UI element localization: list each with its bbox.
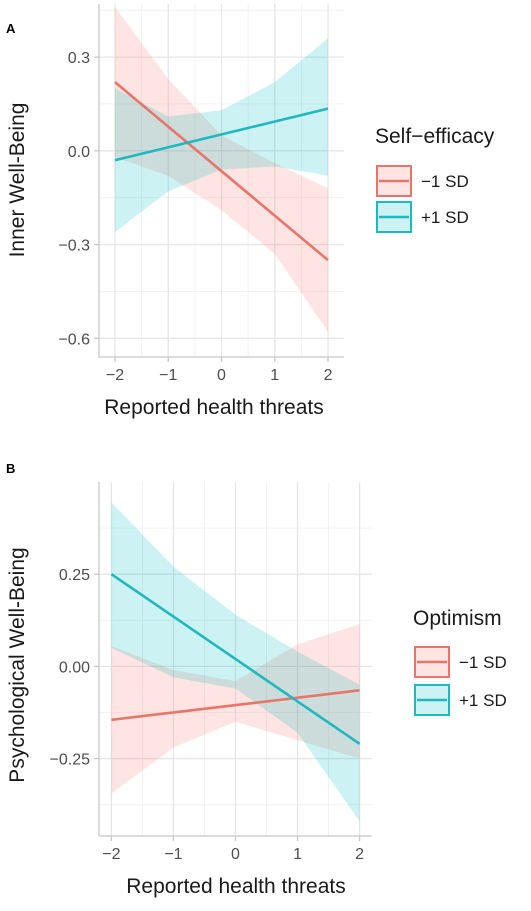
panel-a-letter: A — [6, 21, 16, 36]
x-tick-label: 2 — [324, 367, 333, 384]
y-axis-title: Psychological Well-Being — [6, 547, 29, 782]
legend-title: Self−efficacy — [375, 125, 495, 148]
y-axis-title: Inner Well-Being — [6, 103, 29, 258]
x-axis-title: Reported health threats — [126, 875, 345, 898]
x-tick-label: 1 — [270, 367, 279, 384]
y-tick-label: −0.3 — [58, 238, 90, 255]
line-series-1 — [114, 81, 329, 262]
legend-title: Optimism — [413, 607, 502, 630]
x-tick-label: −2 — [102, 846, 120, 863]
y-tick-label: 0.3 — [68, 50, 90, 67]
y-tick-label: −0.6 — [58, 331, 90, 348]
x-tick-label: 0 — [217, 367, 226, 384]
y-tick-label: 0.25 — [59, 567, 90, 584]
line-series-2 — [110, 573, 361, 745]
ci-band-series-1 — [111, 624, 360, 794]
ci-band-series-2 — [111, 502, 360, 822]
grid — [99, 4, 344, 357]
legend-label: +1 SD — [459, 691, 507, 710]
x-tick-label: −2 — [106, 367, 124, 384]
panel-b: B −2 −1 0 1 2 0.25 0.00 −0.25 Reported health th… — [6, 461, 507, 898]
x-tick-label: −1 — [164, 846, 182, 863]
legend: Optimism −1 SD +1 SD — [413, 607, 507, 716]
y-tick-label: −0.25 — [50, 752, 91, 769]
x-tick-label: 2 — [355, 846, 364, 863]
legend-label: −1 SD — [421, 172, 469, 191]
panel-a: A −2 −1 0 1 2 0.3 0.0 −0.3 −0.6 Reported health t… — [6, 4, 495, 419]
legend-label: +1 SD — [421, 208, 469, 227]
x-tick-label: 1 — [293, 846, 302, 863]
y-tick-label: 0.00 — [59, 659, 90, 676]
grid — [99, 482, 372, 836]
legend: Self−efficacy −1 SD +1 SD — [375, 125, 495, 233]
line-series-1 — [111, 689, 360, 722]
panel-b-letter: B — [6, 461, 15, 476]
line-series-2 — [114, 107, 329, 162]
x-tick-label: −1 — [159, 367, 177, 384]
y-tick-label: 0.0 — [68, 144, 90, 161]
legend-label: −1 SD — [459, 653, 507, 672]
x-tick-label: 0 — [231, 846, 240, 863]
x-axis-title: Reported health threats — [104, 396, 323, 419]
